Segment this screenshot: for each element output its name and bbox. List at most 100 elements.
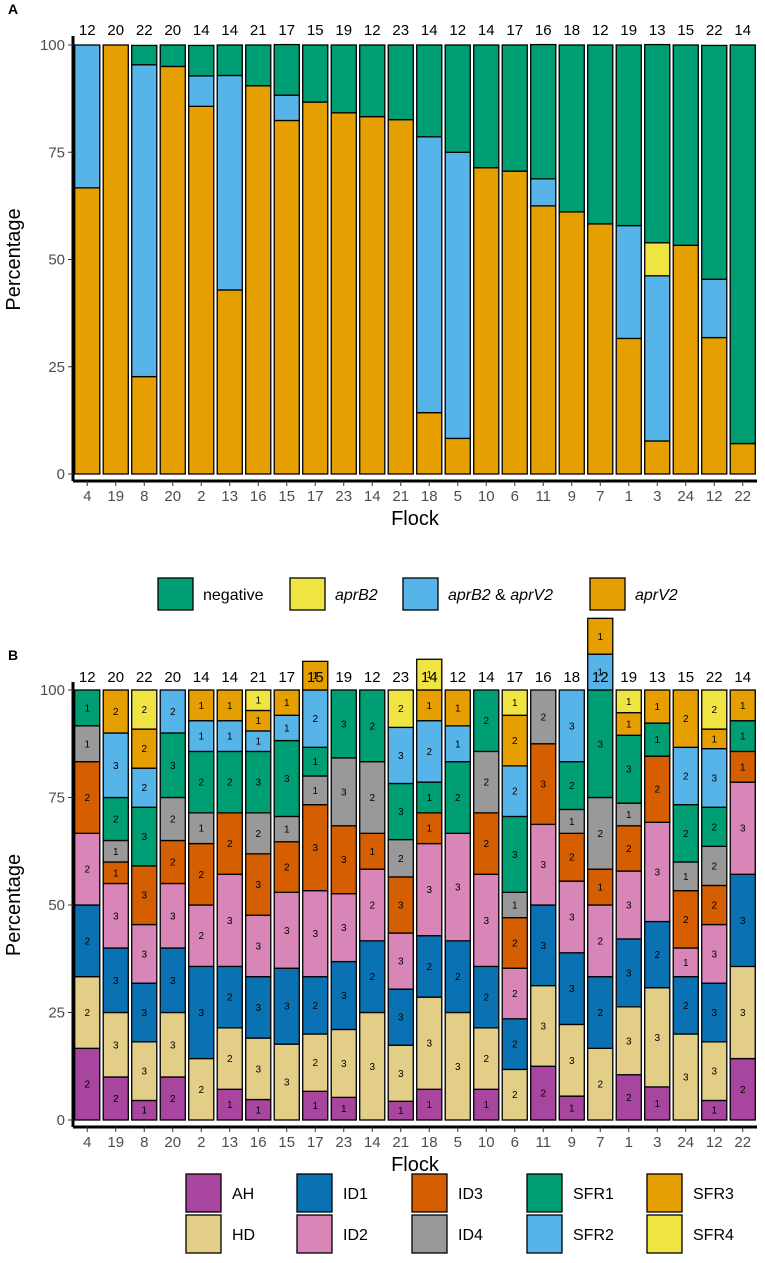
segment-count-label: 3 [141,949,147,960]
segment-count-label: 2 [369,721,375,732]
bar-segment-SFR1 [587,689,614,799]
segment-count-label: 2 [113,815,119,826]
segment-count-label: 2 [483,1054,489,1065]
bar-segment-SFR1 [330,689,357,759]
bar-segment-negative [701,44,728,280]
segment-count-label: 2 [170,858,176,869]
segment-count-label: 1 [198,824,204,835]
bar-segment-ID2 [615,870,642,940]
bar-segment-SFR2 [416,720,443,783]
bar-segment-aprV2 [273,119,300,475]
bar-segment-ID4 [387,838,414,878]
segment-count-label: 2 [483,839,489,850]
bar-segment-SFR4 [416,658,443,691]
sample-size-label: 18 [563,22,580,39]
x-tick-label: 10 [478,488,495,505]
x-tick-label: 20 [164,488,181,505]
bar-segment-ID3 [74,761,101,834]
bar-segment-SFR2 [102,732,129,799]
sample-size-label: 12 [449,669,466,686]
segment-count-label: 1 [626,719,632,730]
segment-count-label: 3 [426,885,432,896]
x-tick-label: 14 [364,1134,381,1151]
bar-segment-SFR3 [444,689,471,727]
segment-count-label: 1 [512,901,518,912]
segment-count-label: 2 [512,989,518,1000]
segment-count-label: 2 [312,714,318,725]
bar-segment-ID1 [644,920,671,989]
bar-segment-SFR3 [416,689,443,722]
segment-count-label: 2 [141,705,147,716]
panel-label: B [8,647,18,663]
sample-size-label: 18 [563,669,580,686]
segment-count-label: 2 [227,839,233,850]
segment-count-label: 3 [711,949,717,960]
segment-count-label: 2 [198,1085,204,1096]
segment-count-label: 1 [654,1099,660,1110]
bar-segment-ID1 [131,982,158,1043]
sample-size-label: 22 [706,22,723,39]
bar-segment-SFR4 [701,689,728,730]
bar-segment-AH [302,1090,329,1121]
bar-segment-SFR3 [188,689,215,722]
bar-segment-ID4 [473,750,500,814]
segment-count-label: 3 [255,941,261,952]
segment-count-label: 2 [113,707,119,718]
sample-size-label: 19 [335,22,352,39]
segment-count-label: 1 [654,735,660,746]
segment-count-label: 3 [341,1059,347,1070]
x-tick-label: 3 [653,1134,661,1151]
segment-count-label: 2 [626,844,632,855]
segment-count-label: 2 [369,901,375,912]
segment-count-label: 2 [483,993,489,1004]
segment-count-label: 2 [84,865,90,876]
bar-segment-ID1 [587,976,614,1049]
bar-segment-ID3 [216,812,243,875]
legend-label-SFR1: SFR1 [573,1186,614,1203]
bar-segment-ID1 [188,965,215,1060]
sample-size-label: 14 [221,22,238,39]
x-tick-label: 10 [478,1134,495,1151]
sample-size-label: 17 [506,669,523,686]
bar-segment-SFR3 [672,689,699,748]
segment-count-label: 1 [711,1106,717,1117]
segment-count-label: 2 [312,1058,318,1069]
bar-segment-aprV2 [416,412,443,475]
segment-count-label: 3 [255,1003,261,1014]
segment-count-label: 2 [597,1080,603,1091]
x-tick-label: 6 [511,1134,519,1151]
x-tick-label: 15 [278,1134,295,1151]
bar-segment-AH [159,1076,186,1121]
bar-segment-HD [558,1023,585,1097]
segment-count-label: 2 [84,936,90,947]
sample-size-label: 20 [164,22,181,39]
sample-size-label: 15 [307,22,324,39]
segment-count-label: 1 [426,670,432,681]
segment-count-label: 3 [597,739,603,750]
sample-size-label: 12 [364,22,381,39]
x-tick-label: 2 [197,1134,205,1151]
bar-segment-aprV2 [530,205,557,475]
segment-count-label: 2 [512,1040,518,1051]
bar-segment-aprV2 [102,44,129,475]
bar-segment-aprV2 [216,289,243,475]
segment-count-label: 1 [255,1105,261,1116]
bar-segment-aprV2 [729,442,756,475]
bar-segment-negative [131,44,158,66]
x-axis-title: Flock [391,1154,440,1176]
segment-count-label: 1 [483,1100,489,1111]
y-tick-label: 50 [48,897,65,914]
x-axis-title: Flock [391,508,440,530]
segment-count-label: 2 [113,1094,119,1105]
segment-count-label: 3 [683,1073,689,1084]
bar-segment-SFR2 [672,746,699,806]
bar-segment-aprV2 [245,85,272,475]
bar-segment-HD [245,1037,272,1101]
segment-count-label: 3 [284,1078,290,1089]
bar-segment-ID3 [159,839,186,885]
y-tick-label: 100 [40,682,65,699]
segment-count-label: 2 [455,972,461,983]
bar-segment-HD [74,976,101,1049]
bar-segment-ID3 [359,832,386,870]
bar-segment-SFR2 [159,689,186,734]
